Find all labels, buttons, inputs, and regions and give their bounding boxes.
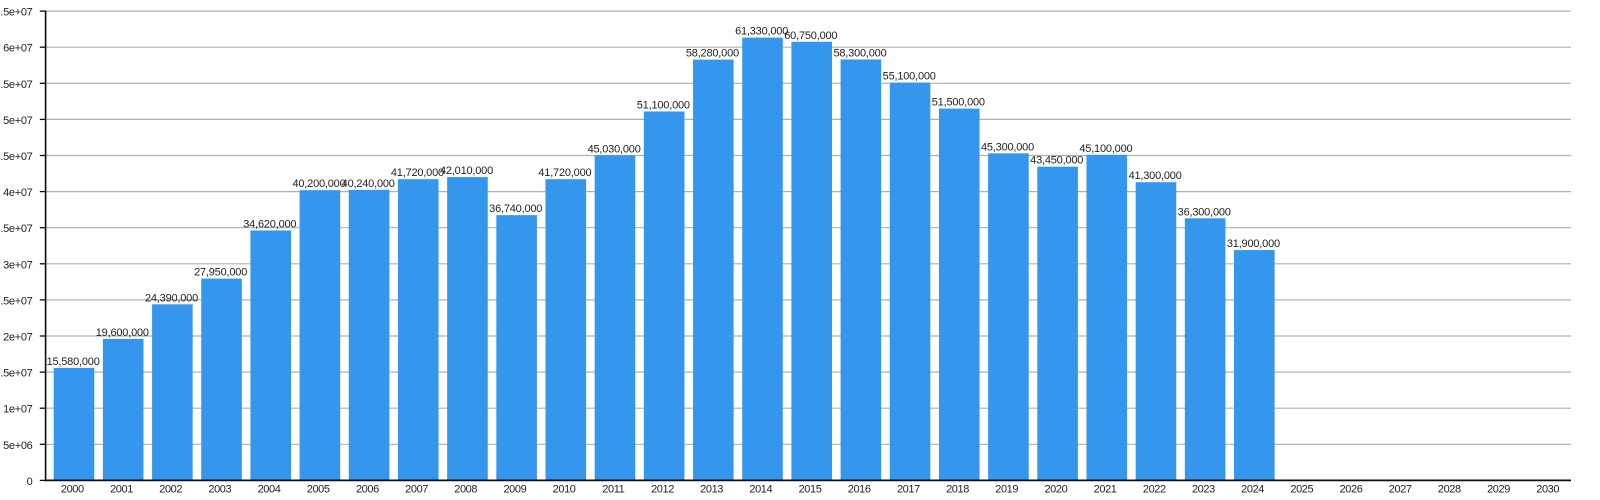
svg-text:43,450,000: 43,450,000 — [1030, 155, 1083, 167]
svg-text:3e+07: 3e+07 — [3, 259, 33, 271]
svg-text:2029: 2029 — [1487, 484, 1510, 496]
svg-text:61,330,000: 61,330,000 — [735, 26, 788, 38]
svg-text:36,300,000: 36,300,000 — [1178, 206, 1231, 218]
svg-text:2009: 2009 — [503, 484, 526, 496]
svg-text:24,390,000: 24,390,000 — [145, 292, 198, 304]
svg-text:45,030,000: 45,030,000 — [588, 143, 641, 155]
svg-text:27,950,000: 27,950,000 — [194, 267, 247, 279]
svg-text:2020: 2020 — [1044, 484, 1067, 496]
svg-text:19,600,000: 19,600,000 — [96, 327, 149, 339]
svg-text:6e+07: 6e+07 — [3, 43, 33, 55]
svg-text:2005: 2005 — [307, 484, 330, 496]
svg-text:41,720,000: 41,720,000 — [391, 167, 444, 179]
svg-text:2028: 2028 — [1438, 484, 1461, 496]
svg-text:2011: 2011 — [602, 484, 624, 496]
svg-text:2010: 2010 — [553, 484, 576, 496]
svg-text:2007: 2007 — [405, 484, 428, 496]
svg-text:60,750,000: 60,750,000 — [784, 30, 837, 42]
svg-text:2003: 2003 — [208, 484, 231, 496]
svg-text:6.5e+07: 6.5e+07 — [0, 7, 33, 19]
svg-text:40,200,000: 40,200,000 — [292, 178, 345, 190]
svg-text:4e+07: 4e+07 — [3, 187, 33, 199]
svg-text:2013: 2013 — [700, 484, 723, 496]
svg-text:5e+07: 5e+07 — [3, 115, 33, 127]
svg-text:2004: 2004 — [258, 484, 281, 496]
svg-text:3.5e+07: 3.5e+07 — [0, 223, 33, 235]
svg-text:0: 0 — [27, 476, 33, 488]
svg-text:2016: 2016 — [848, 484, 871, 496]
svg-text:41,720,000: 41,720,000 — [538, 167, 591, 179]
svg-text:34,620,000: 34,620,000 — [243, 218, 296, 230]
svg-text:2.5e+07: 2.5e+07 — [0, 295, 33, 307]
svg-text:41,300,000: 41,300,000 — [1129, 170, 1182, 182]
svg-text:36,740,000: 36,740,000 — [489, 203, 542, 215]
svg-text:2022: 2022 — [1143, 484, 1166, 496]
svg-text:1.5e+07: 1.5e+07 — [0, 368, 33, 380]
svg-text:58,300,000: 58,300,000 — [833, 48, 886, 60]
svg-text:2001: 2001 — [110, 484, 133, 496]
svg-text:51,500,000: 51,500,000 — [932, 97, 985, 109]
svg-text:45,100,000: 45,100,000 — [1079, 143, 1132, 155]
svg-text:5e+06: 5e+06 — [3, 440, 33, 452]
svg-text:2024: 2024 — [1241, 484, 1264, 496]
svg-text:2006: 2006 — [356, 484, 379, 496]
svg-text:2021: 2021 — [1094, 484, 1117, 496]
svg-text:31,900,000: 31,900,000 — [1227, 238, 1280, 250]
svg-text:5.5e+07: 5.5e+07 — [0, 79, 33, 91]
svg-text:2019: 2019 — [995, 484, 1018, 496]
svg-text:2025: 2025 — [1290, 484, 1313, 496]
svg-text:2000: 2000 — [61, 484, 84, 496]
svg-text:2002: 2002 — [159, 484, 182, 496]
svg-text:2030: 2030 — [1536, 484, 1559, 496]
svg-text:2015: 2015 — [799, 484, 822, 496]
svg-text:15,580,000: 15,580,000 — [47, 356, 100, 368]
svg-text:2017: 2017 — [897, 484, 920, 496]
svg-text:45,300,000: 45,300,000 — [981, 141, 1034, 153]
svg-text:1e+07: 1e+07 — [3, 404, 33, 416]
svg-text:2012: 2012 — [651, 484, 674, 496]
svg-text:2014: 2014 — [749, 484, 772, 496]
svg-text:55,100,000: 55,100,000 — [883, 71, 936, 83]
svg-text:2023: 2023 — [1192, 484, 1215, 496]
svg-text:2018: 2018 — [946, 484, 969, 496]
svg-text:42,010,000: 42,010,000 — [440, 165, 493, 177]
svg-text:2026: 2026 — [1340, 484, 1363, 496]
svg-text:2e+07: 2e+07 — [3, 332, 33, 344]
svg-text:40,240,000: 40,240,000 — [342, 178, 395, 190]
svg-text:2027: 2027 — [1389, 484, 1412, 496]
svg-text:2008: 2008 — [454, 484, 477, 496]
svg-text:58,280,000: 58,280,000 — [686, 48, 739, 60]
svg-text:51,100,000: 51,100,000 — [637, 100, 690, 112]
svg-text:4.5e+07: 4.5e+07 — [0, 151, 33, 163]
